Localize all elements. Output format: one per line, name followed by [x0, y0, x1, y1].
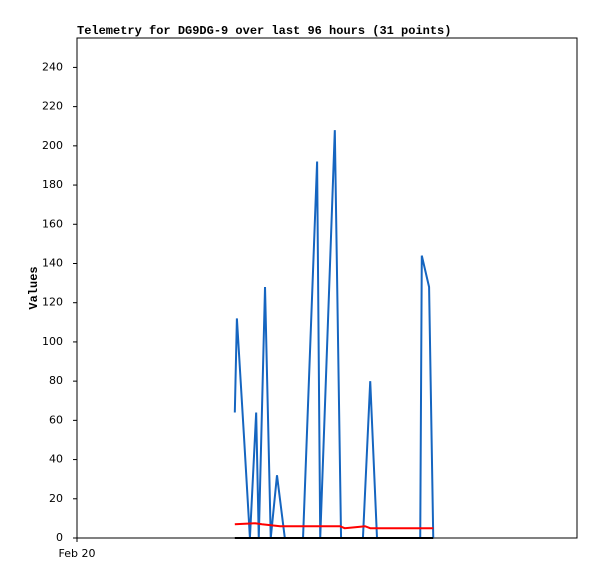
plot-frame [76, 37, 578, 539]
x-tick-label: Feb 20 [59, 547, 96, 560]
y-tick-label: 80 [49, 374, 63, 387]
y-tick-label: 100 [42, 335, 63, 348]
y-tick-label: 160 [42, 217, 63, 230]
y-tick-label: 140 [42, 256, 63, 269]
series-line [234, 522, 434, 530]
y-tick-label: 40 [49, 453, 63, 466]
y-tick-label: 180 [42, 178, 63, 191]
chart-title: Telemetry for DG9DG-9 over last 96 hours… [77, 24, 451, 38]
series-line [233, 130, 435, 539]
y-tick-label: 0 [56, 531, 63, 544]
y-tick-label: 220 [42, 100, 63, 113]
y-tick-label: 200 [42, 139, 63, 152]
y-axis-label: Values [27, 266, 41, 309]
y-tick-label: 240 [42, 60, 63, 73]
y-tick-label: 120 [42, 296, 63, 309]
y-tick-label: 20 [49, 492, 63, 505]
y-tick-label: 60 [49, 413, 63, 426]
